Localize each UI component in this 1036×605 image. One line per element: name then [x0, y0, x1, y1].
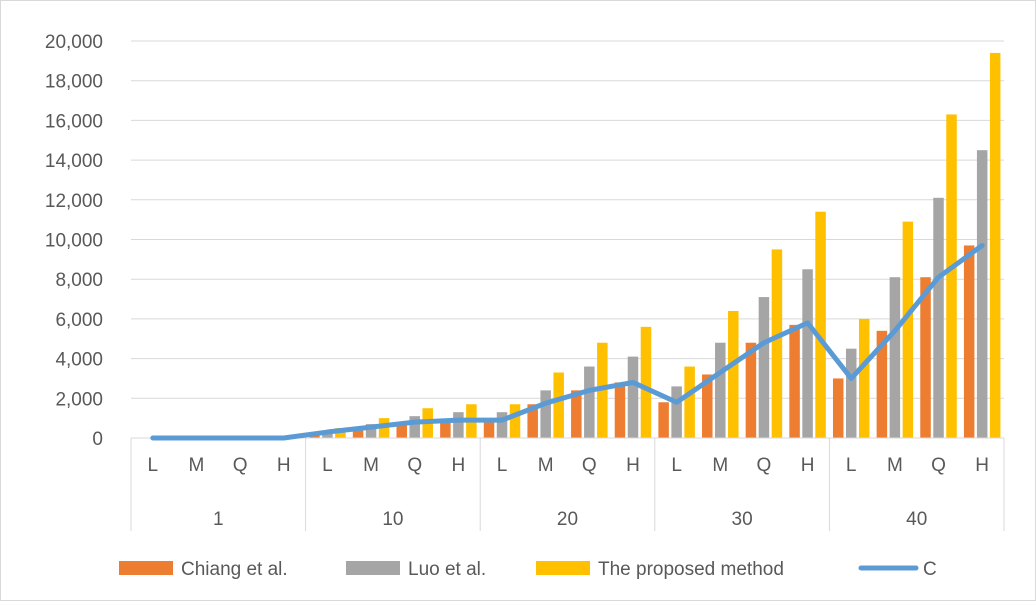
- y-tick-label: 10,000: [45, 231, 103, 252]
- y-tick-label: 8,000: [55, 270, 103, 291]
- y-tick-label: 12,000: [45, 191, 103, 212]
- x-group-label: 20: [557, 509, 578, 530]
- bar: [990, 53, 1001, 438]
- legend-item: Luo et al.: [346, 559, 486, 580]
- bar: [641, 327, 652, 438]
- bar: [772, 249, 783, 438]
- y-tick-label: 18,000: [45, 72, 103, 93]
- x-subcategory-label: L: [322, 455, 333, 476]
- x-subcategory-label: H: [452, 455, 466, 476]
- x-subcategory-label: H: [801, 455, 815, 476]
- bar: [584, 367, 595, 438]
- x-group-label: 1: [213, 509, 224, 530]
- x-subcategory-label: Q: [233, 455, 248, 476]
- bar: [890, 277, 901, 438]
- y-tick-label: 0: [92, 429, 103, 450]
- y-tick-label: 14,000: [45, 151, 103, 172]
- x-subcategory-label: M: [712, 455, 728, 476]
- x-subcategory-label: H: [975, 455, 989, 476]
- bar: [658, 402, 669, 438]
- legend-item: C: [861, 559, 937, 580]
- bar: [615, 382, 626, 438]
- legend-label: The proposed method: [598, 559, 784, 580]
- x-subcategory-label: H: [277, 455, 291, 476]
- x-subcategory-label: H: [626, 455, 640, 476]
- gridlines: [131, 41, 1004, 398]
- bar: [409, 416, 420, 438]
- bar: [671, 386, 682, 438]
- bar: [553, 372, 564, 438]
- y-tick-label: 4,000: [55, 350, 103, 371]
- bar: [789, 325, 800, 438]
- legend-label: C: [923, 559, 937, 580]
- legend-item: The proposed method: [536, 559, 784, 580]
- x-subcategory-label: L: [497, 455, 508, 476]
- bar: [484, 420, 495, 438]
- x-subcategory-label: Q: [931, 455, 946, 476]
- bar: [815, 212, 826, 438]
- x-group-label: 10: [382, 509, 403, 530]
- bar: [977, 150, 988, 438]
- legend-label: Luo et al.: [408, 559, 486, 580]
- legend-swatch: [119, 561, 173, 575]
- bar: [859, 319, 870, 438]
- x-subcategory-label: Q: [757, 455, 772, 476]
- bar: [802, 269, 813, 438]
- bar: [964, 245, 975, 438]
- bar: [846, 349, 857, 438]
- bar: [715, 343, 726, 438]
- y-tick-label: 2,000: [55, 389, 103, 410]
- x-group-label: 30: [732, 509, 753, 530]
- bar: [510, 404, 521, 438]
- legend-item: Chiang et al.: [119, 559, 288, 580]
- bar: [759, 297, 770, 438]
- bar: [453, 412, 464, 438]
- bar: [903, 222, 914, 438]
- legend-swatch: [346, 561, 400, 575]
- legend-swatch: [536, 561, 590, 575]
- x-subcategory-label: Q: [582, 455, 597, 476]
- bar: [946, 114, 957, 438]
- x-subcategory-label: L: [671, 455, 682, 476]
- x-subcategory-label: M: [363, 455, 379, 476]
- x-subcategory-label: M: [189, 455, 205, 476]
- x-group-label: 40: [906, 509, 927, 530]
- bar: [833, 378, 844, 438]
- line-series: [153, 245, 983, 438]
- x-subcategory-label: L: [846, 455, 857, 476]
- bar: [628, 357, 639, 438]
- legend: Chiang et al. Luo et al. The proposed meth…: [119, 559, 937, 580]
- bar: [728, 311, 739, 438]
- bars: [309, 53, 1000, 438]
- x-subcategory-label: Q: [407, 455, 422, 476]
- y-tick-label: 20,000: [45, 32, 103, 53]
- legend-label: Chiang et al.: [181, 559, 288, 580]
- bar: [540, 390, 551, 438]
- axes: 0 2,000 4,000 6,000 8,000 10,000 12,000 14,000 1…: [45, 32, 1004, 531]
- bar: [933, 198, 944, 438]
- y-tick-label: 6,000: [55, 310, 103, 331]
- x-subcategory-label: M: [538, 455, 554, 476]
- x-subcategory-label: L: [148, 455, 159, 476]
- bar: [684, 367, 695, 438]
- y-tick-label: 16,000: [45, 111, 103, 132]
- series-line: [153, 245, 982, 438]
- x-subcategory-label: M: [887, 455, 903, 476]
